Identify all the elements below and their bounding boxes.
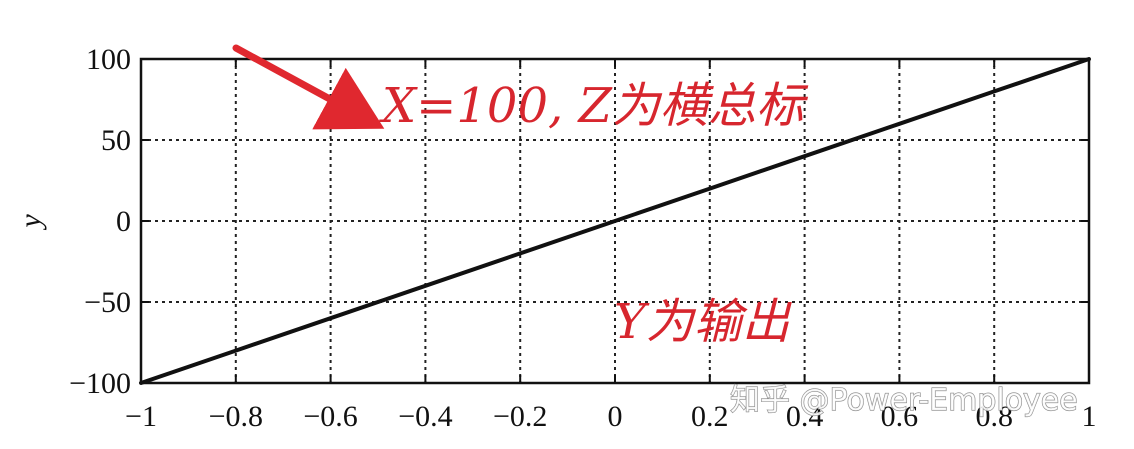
- y-tick-label: −100: [69, 367, 131, 400]
- plot-frame: [139, 57, 1091, 385]
- x-tick-label: −0.4: [398, 400, 452, 433]
- y-tick-label: 50: [101, 124, 131, 157]
- y-axis-tick-labels: −100 −50 0 50 100: [69, 43, 131, 400]
- x-tick-label: −1: [125, 400, 157, 433]
- x-tick-label: −0.8: [209, 400, 263, 433]
- watermark-text: 知乎 @Power-Employee: [730, 383, 1078, 418]
- x-tick-label: 1: [1082, 400, 1097, 433]
- annotation-arrow: [232, 44, 385, 130]
- x-tick-label: 0.4: [786, 400, 824, 433]
- annotation-y-output: Y为输出: [614, 294, 793, 350]
- y-axis-label: y: [14, 214, 47, 231]
- x-tick-label: −0.6: [303, 400, 357, 433]
- x-axis-tick-labels: −1 −0.8 −0.6 −0.4 −0.2 0 0.2 0.4 0.6 0.8 1: [125, 400, 1096, 433]
- annotation-x-equals-100: X=100, Z为横总标: [378, 78, 809, 134]
- x-tick-label: 0.8: [975, 400, 1013, 433]
- series-group: [139, 57, 1091, 385]
- x-tick-label: 0: [608, 400, 623, 433]
- y-tick-label: −50: [84, 286, 131, 319]
- series-line-0: [139, 57, 1091, 385]
- y-tick-label: 100: [86, 43, 131, 76]
- y-tick-label: 0: [116, 205, 131, 238]
- x-tick-label: −0.2: [493, 400, 547, 433]
- x-tick-label: 0.6: [881, 400, 919, 433]
- x-tick-label: 0.2: [691, 400, 729, 433]
